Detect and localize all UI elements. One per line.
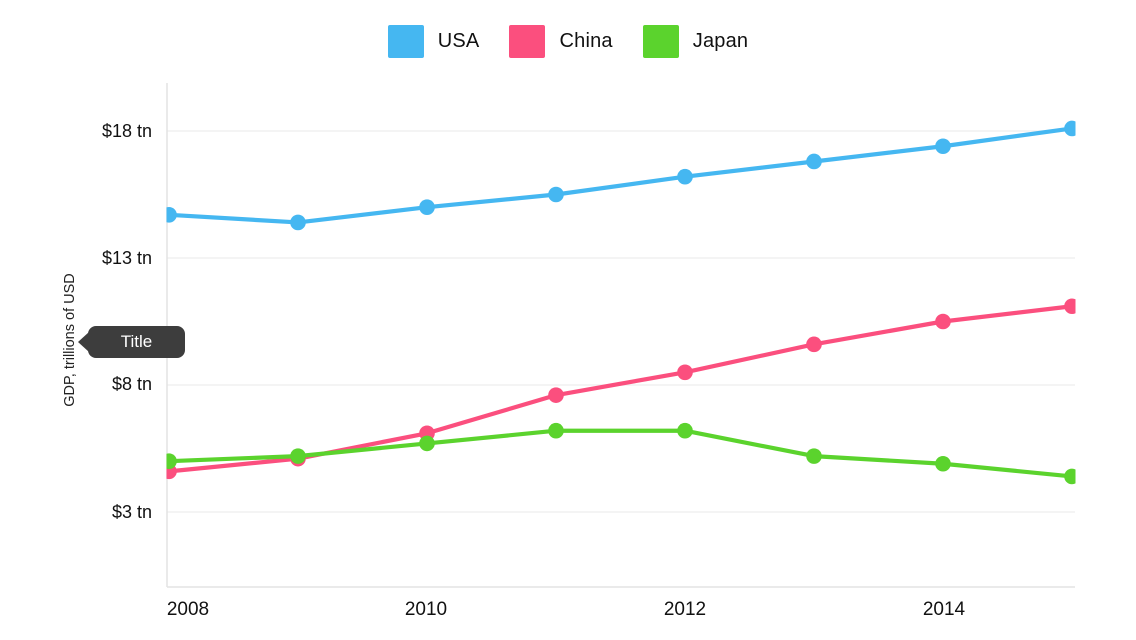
x-tick-2012: 2012 xyxy=(663,599,707,620)
axis-title-tooltip[interactable]: Title xyxy=(78,326,185,358)
data-point-japan-2009[interactable] xyxy=(290,448,306,464)
x-tick-2008: 2008 xyxy=(166,599,210,620)
series-line-china xyxy=(166,304,1075,474)
legend-item-japan[interactable]: Japan xyxy=(642,25,749,58)
data-point-japan-2010[interactable] xyxy=(419,435,435,452)
y-tick-8tn: $8 tn xyxy=(111,374,152,394)
legend-label-usa: USA xyxy=(437,30,480,52)
tooltip-arrow-left-icon xyxy=(78,332,89,352)
legend: USA China Japan xyxy=(0,25,1136,58)
y-tick-18tn: $18 tn xyxy=(101,121,152,141)
japan-swatch-icon xyxy=(642,25,679,58)
data-point-usa-2014[interactable] xyxy=(935,138,951,155)
data-point-china-2011[interactable] xyxy=(548,387,564,403)
data-point-china-2013[interactable] xyxy=(806,336,822,353)
legend-label-china: China xyxy=(559,30,613,52)
china-swatch-icon xyxy=(509,25,546,58)
data-point-japan-2012[interactable] xyxy=(677,422,693,439)
data-point-china-2012[interactable] xyxy=(677,364,693,381)
legend-label-japan: Japan xyxy=(692,30,749,52)
data-point-usa-2008[interactable] xyxy=(161,207,177,223)
usa-swatch-icon xyxy=(387,25,424,58)
y-axis-title: GDP, trillions of USD xyxy=(62,273,78,407)
x-tick-2014: 2014 xyxy=(922,599,966,620)
series-line-usa xyxy=(166,126,1075,225)
data-point-usa-2011[interactable] xyxy=(548,186,564,203)
tooltip-label: Title xyxy=(120,332,153,351)
data-point-usa-2013[interactable] xyxy=(806,153,822,170)
data-point-china-2015[interactable] xyxy=(1064,298,1080,315)
y-tick-3tn: $3 tn xyxy=(111,502,152,522)
series-line-japan xyxy=(166,428,1075,479)
legend-item-usa[interactable]: USA xyxy=(387,25,480,58)
data-point-japan-2015[interactable] xyxy=(1064,468,1080,485)
data-point-usa-2010[interactable] xyxy=(419,199,435,215)
data-point-china-2014[interactable] xyxy=(935,313,951,330)
data-point-japan-2014[interactable] xyxy=(935,455,951,472)
x-tick-2010: 2010 xyxy=(404,599,448,620)
data-point-usa-2012[interactable] xyxy=(677,168,693,185)
data-point-japan-2011[interactable] xyxy=(548,422,564,439)
data-point-usa-2009[interactable] xyxy=(290,214,306,231)
y-tick-13tn: $13 tn xyxy=(101,248,152,268)
data-point-japan-2013[interactable] xyxy=(806,448,822,464)
data-point-usa-2015[interactable] xyxy=(1064,120,1080,137)
legend-item-china[interactable]: China xyxy=(509,25,613,58)
data-point-japan-2008[interactable] xyxy=(161,453,177,469)
